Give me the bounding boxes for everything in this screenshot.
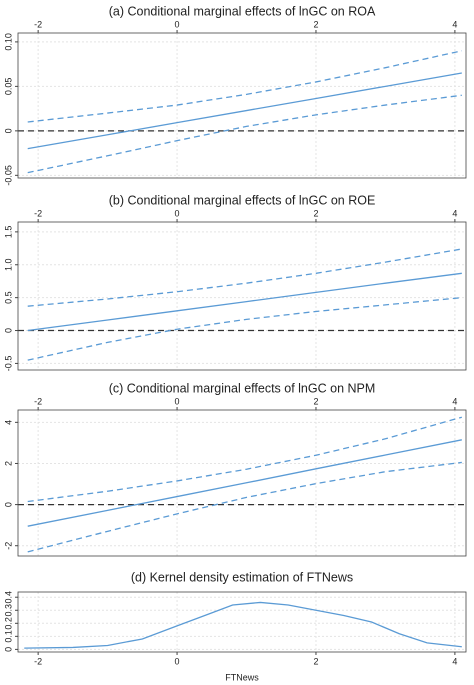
y-tick-label: -2 (3, 542, 13, 550)
x-tick-label: 2 (313, 396, 318, 406)
plot-frame (17, 409, 467, 557)
y-tick-label: 0.10 (3, 33, 13, 51)
y-tick-label: 4 (3, 420, 13, 425)
series-line (27, 94, 462, 174)
chart-title: (d) Kernel density estimation of FTNews (131, 570, 353, 584)
y-tick-label: 1.5 (3, 226, 13, 239)
y-tick-label: 2 (3, 461, 13, 466)
x-axis-label: FTNews (225, 672, 259, 682)
x-tick-label: 0 (175, 396, 180, 406)
y-tick-label: -0.05 (3, 165, 13, 186)
y-tick-label: 0.5 (3, 291, 13, 304)
y-tick-label: 0.4 (3, 591, 13, 604)
x-tick-label: -2 (34, 656, 42, 666)
y-tick-label: 0 (3, 128, 13, 133)
plot-frame (17, 221, 467, 371)
plot-frame (17, 591, 467, 653)
series-line (27, 416, 463, 503)
x-tick-label: 0 (175, 656, 180, 666)
chart-title: (b) Conditional marginal effects of lnGC… (109, 193, 376, 207)
series-line (27, 248, 462, 307)
x-tick-label: 2 (313, 208, 318, 218)
series-line (27, 461, 462, 553)
x-tick-label: -2 (34, 19, 42, 29)
y-tick-label: 0.3 (3, 604, 13, 617)
y-tick-label: 0 (3, 502, 13, 507)
y-tick-label: 0.1 (3, 630, 13, 643)
series-line (27, 439, 462, 527)
plot-frame (17, 32, 467, 179)
y-tick-label: -0.5 (3, 356, 13, 372)
series-line (24, 601, 462, 649)
x-tick-label: 0 (175, 19, 180, 29)
chart-title: (c) Conditional marginal effects of lnGC… (109, 381, 376, 395)
chart-title: (a) Conditional marginal effects of lnGC… (109, 4, 376, 18)
y-tick-label: 0 (3, 647, 13, 652)
series-line (27, 72, 462, 150)
x-tick-label: 2 (313, 19, 318, 29)
series-line (27, 296, 462, 361)
x-tick-label: 4 (452, 208, 457, 218)
x-tick-label: 4 (452, 656, 457, 666)
x-tick-label: -2 (34, 396, 42, 406)
x-tick-label: -2 (34, 208, 42, 218)
x-tick-label: 4 (452, 19, 457, 29)
x-tick-label: 2 (313, 656, 318, 666)
x-tick-label: 4 (452, 396, 457, 406)
y-tick-label: 0 (3, 328, 13, 333)
series-line (27, 50, 462, 123)
series-line (27, 272, 462, 332)
y-tick-label: 0.05 (3, 78, 13, 96)
y-tick-label: 1.0 (3, 258, 13, 271)
y-tick-label: 0.2 (3, 617, 13, 630)
x-tick-label: 0 (175, 208, 180, 218)
